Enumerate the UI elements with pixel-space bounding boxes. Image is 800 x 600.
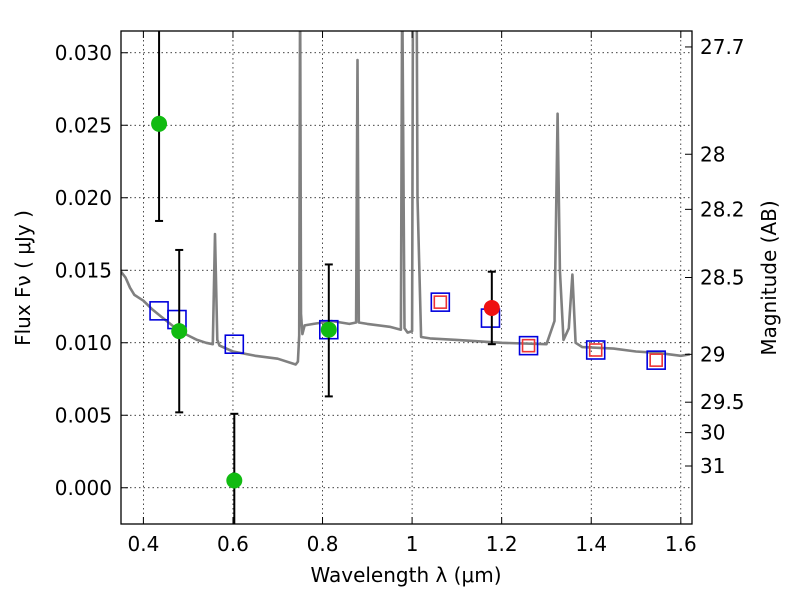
observed-nir-point — [483, 299, 500, 316]
observed-optical-point — [226, 472, 243, 489]
x-tick-label: 1.4 — [575, 532, 607, 556]
x-tick-label: 1.6 — [665, 532, 697, 556]
y-tick-label: 0.005 — [55, 403, 112, 427]
model-hst-marker — [588, 343, 603, 357]
y-tick-label: 0.010 — [55, 331, 112, 355]
y2-tick-label: 28 — [700, 142, 725, 166]
model-hst-marker — [649, 353, 663, 367]
y2-tick-label: 29 — [700, 342, 725, 366]
y-tick-label: 0.020 — [55, 186, 112, 210]
y2-tick-label: 31 — [700, 454, 725, 478]
x-tick-label: 1 — [406, 532, 419, 556]
y2-tick-label: 28.5 — [700, 266, 745, 290]
model-broadband-marker — [585, 340, 606, 360]
x-axis-label: Wavelength λ (μm) — [310, 563, 501, 587]
x-tick-label: 1.2 — [486, 532, 518, 556]
model-broadband-marker — [646, 350, 666, 370]
model-broadband-marker — [518, 335, 539, 356]
observed-optical-point — [320, 321, 337, 338]
ticks: 0.4 0.6 0.8 1 1.2 1.4 1.6 0.000 0.005 0.010 0.015 0… — [55, 31, 745, 556]
x-tick-label: 0.8 — [307, 532, 339, 556]
y-axis-label: Flux Fν ( μJy ) — [11, 210, 35, 346]
observed-optical-point — [151, 115, 168, 132]
x-tick-label: 0.4 — [127, 532, 159, 556]
model-broadband-marker — [430, 292, 451, 312]
model-hst-marker — [521, 338, 536, 353]
y2-tick-label: 30 — [700, 421, 725, 445]
y-tick-label: 0.000 — [55, 476, 112, 500]
y2-axis-label: Magnitude (AB) — [757, 200, 781, 355]
y2-tick-label: 27.7 — [700, 35, 745, 59]
y-tick-label: 0.030 — [55, 41, 112, 65]
data-area — [121, 31, 690, 524]
observed-optical-point — [171, 323, 188, 340]
y2-tick-label: 29.5 — [700, 390, 745, 414]
model-broadband-marker — [224, 334, 245, 355]
x-tick-label: 0.6 — [217, 532, 249, 556]
model-spectrum-line — [121, 31, 690, 366]
y-tick-label: 0.015 — [55, 258, 112, 282]
y2-tick-label: 28.2 — [700, 197, 745, 221]
model-hst-marker — [433, 295, 448, 309]
y-tick-label: 0.025 — [55, 113, 112, 137]
